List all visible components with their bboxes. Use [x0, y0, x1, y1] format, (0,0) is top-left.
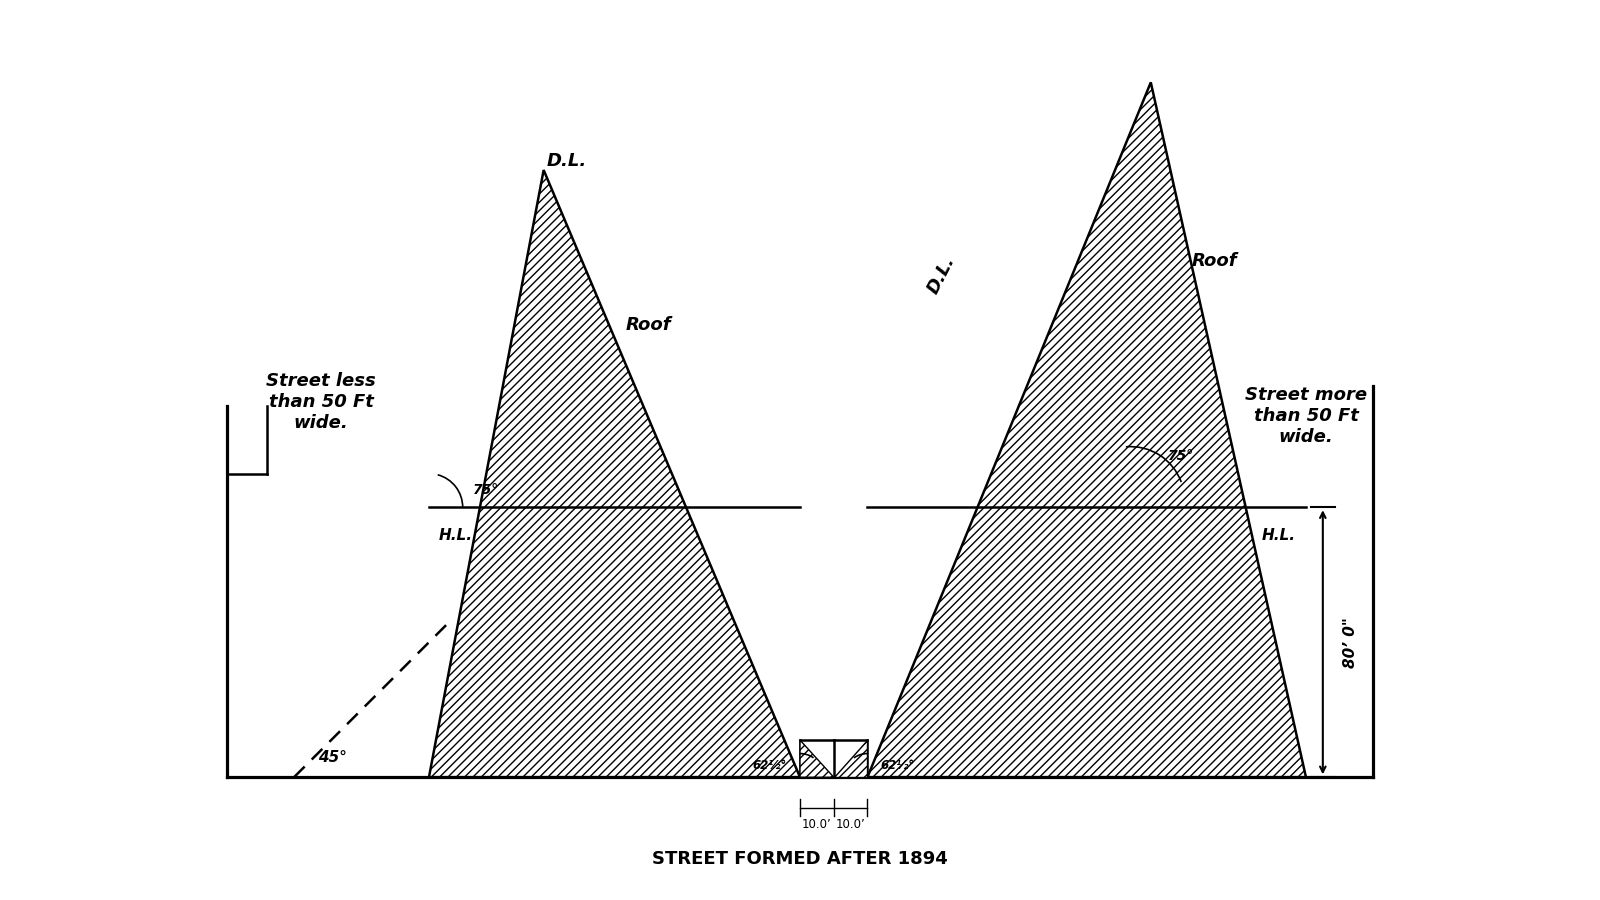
Text: Roof: Roof [1192, 252, 1238, 270]
Polygon shape [834, 740, 867, 778]
Text: Street less
than 50 Ft
wide.: Street less than 50 Ft wide. [266, 373, 376, 432]
Text: H.L.: H.L. [438, 527, 474, 543]
Polygon shape [429, 170, 800, 778]
Text: Roof: Roof [626, 316, 670, 334]
Text: Street more
than 50 Ft
wide.: Street more than 50 Ft wide. [1245, 386, 1366, 446]
Text: 10.0’: 10.0’ [835, 818, 866, 831]
Text: H.L.: H.L. [1262, 527, 1296, 543]
Polygon shape [800, 740, 834, 778]
Polygon shape [867, 82, 1306, 778]
Text: 75°: 75° [474, 483, 499, 497]
Text: 62½°: 62½° [752, 759, 787, 772]
Text: 80’ 0": 80’ 0" [1342, 616, 1358, 668]
Text: D.L.: D.L. [925, 253, 958, 297]
Text: 75°: 75° [1168, 449, 1194, 464]
Text: 45°: 45° [318, 750, 347, 765]
Text: 10.0’: 10.0’ [802, 818, 832, 831]
Text: D.L.: D.L. [547, 152, 587, 170]
Text: STREET FORMED AFTER 1894: STREET FORMED AFTER 1894 [653, 850, 947, 868]
Text: 62½°: 62½° [880, 759, 915, 772]
